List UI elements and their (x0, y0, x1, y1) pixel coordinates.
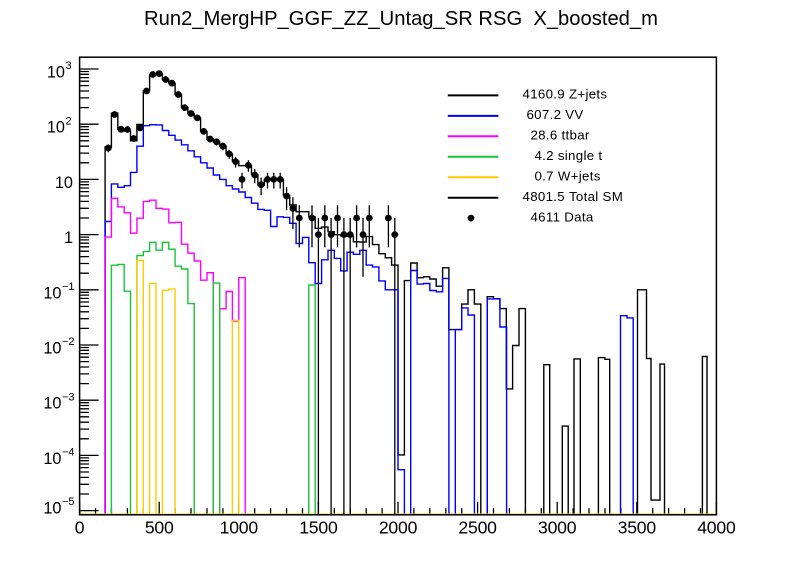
svg-text:607.2 VV: 607.2 VV (519, 107, 584, 122)
svg-text:10: 10 (43, 284, 61, 302)
svg-text:1000: 1000 (220, 518, 259, 538)
svg-text:1500: 1500 (299, 518, 338, 538)
svg-text:10: 10 (43, 340, 61, 358)
svg-text:−5: −5 (62, 496, 75, 508)
svg-text:2500: 2500 (458, 518, 497, 538)
svg-text:10: 10 (43, 395, 61, 413)
svg-text:3: 3 (66, 60, 72, 72)
svg-text:3500: 3500 (618, 518, 657, 538)
svg-text:10: 10 (47, 119, 65, 137)
svg-text:1: 1 (64, 229, 73, 247)
svg-text:−3: −3 (62, 391, 75, 403)
svg-text:4.2 single t: 4.2 single t (519, 148, 603, 163)
svg-text:28.6 ttbar: 28.6 ttbar (519, 128, 590, 143)
svg-text:2000: 2000 (379, 518, 418, 538)
svg-text:10: 10 (47, 64, 65, 82)
svg-text:−2: −2 (62, 336, 75, 348)
svg-text:4000: 4000 (697, 518, 736, 538)
svg-text:0.7 W+jets: 0.7 W+jets (519, 168, 601, 183)
svg-text:Run2_MergHP_GGF_ZZ_Untag_SR RS: Run2_MergHP_GGF_ZZ_Untag_SR RSG X_booste… (144, 8, 658, 30)
svg-text:10: 10 (55, 174, 73, 192)
svg-text:4160.9 Z+jets: 4160.9 Z+jets (519, 87, 608, 102)
svg-text:−4: −4 (62, 447, 75, 459)
svg-text:10: 10 (43, 450, 61, 468)
svg-text:0: 0 (75, 518, 85, 538)
svg-text:4611 Data: 4611 Data (519, 209, 594, 224)
svg-text:10: 10 (43, 500, 61, 518)
svg-text:500: 500 (145, 518, 174, 538)
svg-text:4801.5 Total SM: 4801.5 Total SM (519, 189, 624, 204)
svg-text:3000: 3000 (538, 518, 577, 538)
svg-text:2: 2 (66, 115, 72, 127)
svg-text:−1: −1 (62, 281, 75, 293)
